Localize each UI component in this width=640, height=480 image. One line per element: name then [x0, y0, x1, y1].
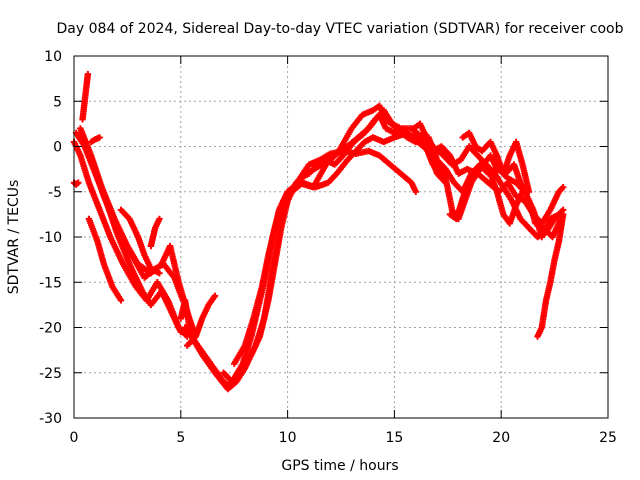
data-point [177, 328, 184, 336]
y-tick-label: -5 [48, 185, 62, 201]
x-tick-label: 15 [385, 430, 403, 446]
y-tick-label: 0 [53, 140, 62, 156]
series-main-5 [297, 107, 447, 182]
series-right-blip [446, 188, 469, 223]
y-tick-label: 10 [44, 49, 62, 65]
series-right-tail [534, 211, 567, 340]
data-points [70, 70, 567, 393]
x-tick-label: 5 [176, 430, 185, 446]
data-point [412, 188, 419, 195]
series-right-5 [459, 129, 533, 195]
chart-title: Day 084 of 2024, Sidereal Day-to-day VTE… [57, 21, 624, 37]
axis-ticks: 0 5 10 15 20 25 -30 -25 -20 -15 -10 -5 0 5 10 [39, 49, 617, 446]
data-point [156, 270, 163, 277]
y-tick-label: -30 [39, 411, 62, 427]
y-tick-label: -25 [39, 366, 62, 382]
x-tick-label: 10 [279, 430, 297, 446]
series-burst-b [70, 179, 82, 188]
data-point [559, 211, 567, 218]
data-point [461, 188, 469, 195]
series-burst-d [147, 215, 163, 250]
x-axis-label: GPS time / hours [281, 458, 398, 474]
series-main-4 [231, 147, 419, 367]
y-tick-label: -20 [39, 321, 62, 337]
x-tick-label: 0 [70, 430, 79, 446]
data-point [525, 188, 533, 195]
series-right-6 [487, 170, 526, 227]
data-point [519, 188, 526, 195]
y-axis-label: SDTVAR / TECUs [6, 180, 22, 295]
series-burst-a [79, 70, 92, 123]
series-burst-c [87, 134, 103, 146]
data-point [75, 179, 82, 186]
series-main-3 [220, 102, 419, 385]
y-tick-label: -15 [39, 275, 62, 291]
x-tick-label: 20 [492, 430, 510, 446]
data-point [156, 215, 163, 223]
data-point [84, 70, 92, 78]
series-main-1 [181, 111, 430, 390]
y-tick-label: -10 [39, 230, 62, 246]
data-point [211, 292, 219, 300]
x-tick-label: 25 [599, 430, 617, 446]
series-trace-6 [117, 206, 163, 277]
grid-lines [74, 56, 608, 418]
data-point [559, 184, 567, 191]
series-trace-5 [85, 215, 125, 304]
y-tick-label: 5 [53, 94, 62, 110]
data-point [117, 297, 125, 304]
data-point [96, 134, 103, 141]
